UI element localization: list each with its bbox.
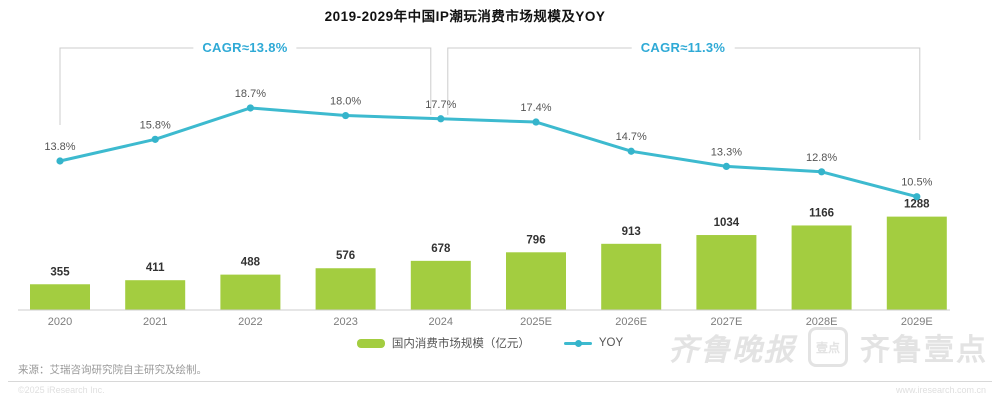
bar-value-label-2026E: 913 (622, 226, 641, 238)
bar-2029E (886, 216, 947, 310)
bar-value-label-2023: 576 (336, 250, 355, 262)
yoy-value-label-2023: 18.0% (330, 96, 361, 108)
x-tick-label-2029E: 2029E (901, 316, 933, 328)
source-note: 来源：艾瑞咨询研究院自主研究及绘制。 (18, 364, 207, 376)
cagr-bracket-right (447, 47, 921, 140)
bar-value-label-2024: 678 (431, 243, 451, 255)
bar-2026E (601, 243, 662, 310)
x-tick-label-2025E: 2025E (520, 316, 552, 328)
footer-url: www.iresearch.com.cn (895, 385, 986, 395)
x-tick-label-2021: 2021 (143, 316, 167, 328)
yoy-point-2028E (818, 168, 826, 176)
yoy-value-label-2021: 15.8% (140, 119, 171, 131)
yoy-point-2027E (722, 162, 731, 170)
yoy-value-label-2027E: 13.3% (711, 146, 742, 158)
yoy-point-2024 (437, 115, 445, 123)
bar-series-swatch (356, 338, 385, 348)
watermark-badge-icon: 壹点 (808, 327, 848, 367)
bar-2027E (696, 235, 757, 310)
yoy-point-2029E (913, 193, 921, 201)
yoy-value-label-2028E: 12.8% (806, 152, 837, 164)
yoy-point-2023 (342, 111, 350, 120)
legend-label-yoy: YOY (598, 337, 624, 349)
yoy-value-label-2029E: 10.5% (901, 177, 932, 189)
cagr-annotation-right: CAGR≈11.3% (631, 40, 735, 55)
legend-label-market-size: 国内消费市场规模（亿元） (391, 338, 530, 350)
bar-2028E (791, 225, 852, 310)
watermark-paper-logo: 齐鲁晚报 (668, 333, 796, 368)
yoy-value-label-2024: 17.7% (425, 99, 456, 111)
yoy-value-label-2026E: 14.7% (616, 131, 647, 143)
x-tick-label-2027E: 2027E (710, 316, 742, 328)
watermark: 齐鲁晚报 壹点 齐鲁壹点 (668, 325, 988, 369)
yoy-value-label-2020: 13.8% (44, 141, 75, 153)
yoy-value-label-2025E: 17.4% (520, 102, 551, 114)
chart-title: 2019-2029年中国IP潮玩消费市场规模及YOY (324, 9, 606, 24)
x-tick-label-2022: 2022 (238, 316, 262, 328)
line-series-dot (574, 339, 582, 347)
x-tick-label-2028E: 2028E (806, 316, 838, 328)
cagr-bracket-left (59, 47, 432, 125)
yoy-point-2025E (532, 118, 540, 126)
footer-divider (8, 381, 992, 382)
watermark-app-name: 齐鲁壹点 (860, 334, 988, 367)
x-tick-label-2024: 2024 (429, 316, 453, 328)
bar-2021 (125, 280, 186, 310)
bar-2024 (410, 260, 471, 310)
x-tick-label-2023: 2023 (333, 316, 357, 328)
x-tick-label-2026E: 2026E (615, 316, 647, 328)
bar-value-label-2027E: 1034 (714, 217, 740, 229)
yoy-point-2021 (151, 135, 159, 143)
legend-item-market-size: 国内消费市场规模（亿元） (356, 335, 530, 351)
cagr-annotation-left: CAGR≈13.8% (193, 40, 297, 55)
yoy-value-label-2022: 18.7% (235, 88, 266, 100)
bar-value-label-2025E: 796 (526, 234, 545, 246)
yoy-point-2026E (627, 147, 635, 155)
bar-value-label-2021: 411 (146, 262, 165, 274)
bar-2023 (315, 268, 376, 310)
bar-value-label-2028E: 1166 (809, 207, 834, 219)
bar-2025E (506, 252, 566, 310)
bar-value-label-2022: 488 (241, 257, 261, 269)
yoy-point-2022 (246, 104, 254, 112)
footer-copyright: ©2025 iResearch Inc. (18, 385, 105, 395)
bar-2022 (220, 274, 281, 310)
bar-value-label-2020: 355 (50, 266, 70, 278)
line-series-swatch (563, 339, 592, 347)
x-tick-label-2020: 2020 (48, 316, 72, 328)
bar-2020 (30, 284, 90, 310)
legend-item-yoy: YOY (563, 337, 624, 349)
yoy-point-2020 (56, 157, 64, 165)
bar-value-label-2029E: 1288 (904, 199, 930, 211)
yoy-line (58, 106, 919, 199)
chart-legend: 国内消费市场规模（亿元） YOY (0, 335, 980, 351)
